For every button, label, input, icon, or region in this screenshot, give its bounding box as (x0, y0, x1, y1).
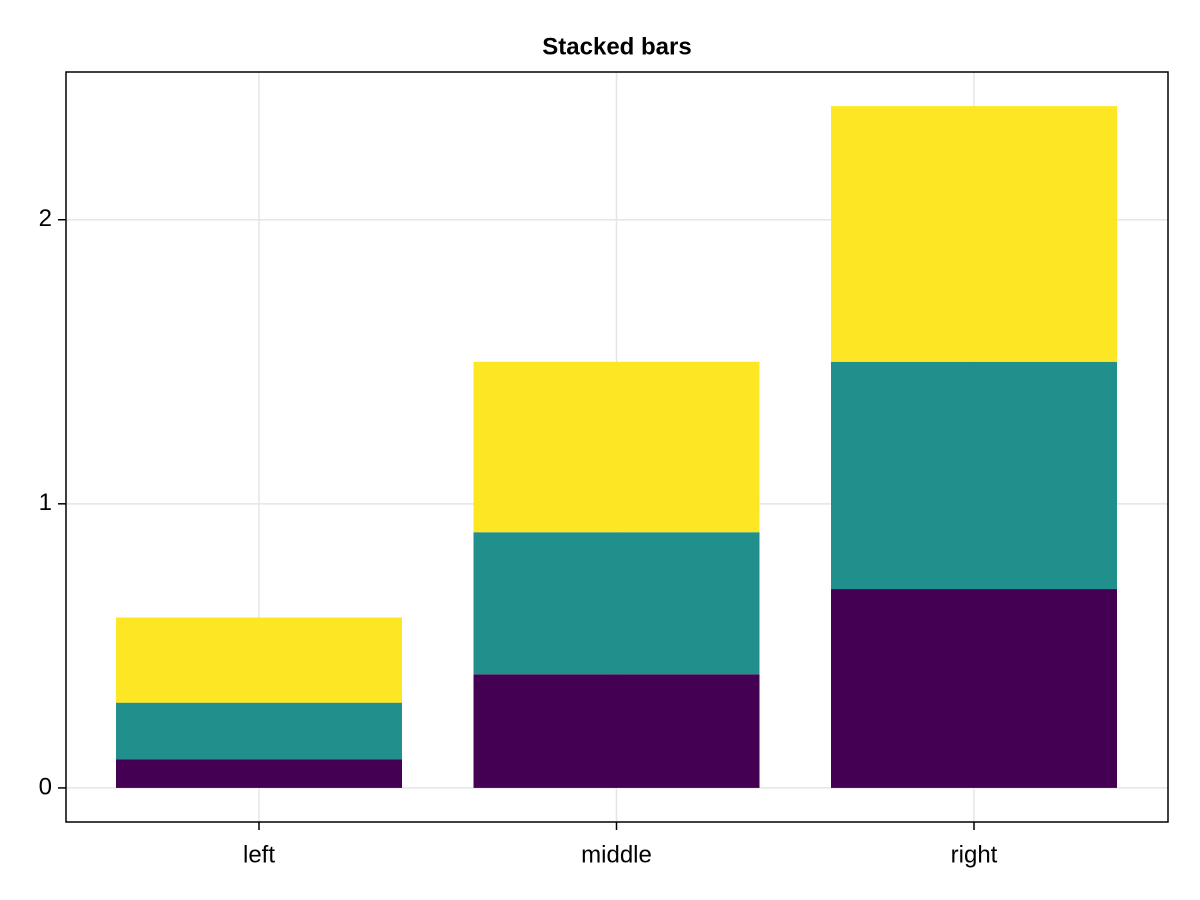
bar-segment (473, 532, 760, 675)
plot-frame (65, 71, 1169, 823)
bar-segment (831, 361, 1117, 590)
bar-segment (116, 759, 402, 788)
x-tick-label: right (951, 841, 998, 868)
bar-segment (473, 674, 760, 788)
x-tick-label: left (243, 841, 275, 868)
bar-segment (116, 702, 402, 760)
y-tick-label: 0 (39, 773, 52, 800)
y-tick-label: 2 (39, 205, 52, 232)
bar-segment (831, 106, 1117, 362)
bar-segment (831, 589, 1117, 788)
bar-segment (116, 617, 402, 703)
bar-segment (473, 361, 760, 533)
x-tick-label: middle (581, 841, 652, 868)
chart-title: Stacked bars (542, 33, 691, 60)
y-tick-label: 1 (39, 489, 52, 516)
